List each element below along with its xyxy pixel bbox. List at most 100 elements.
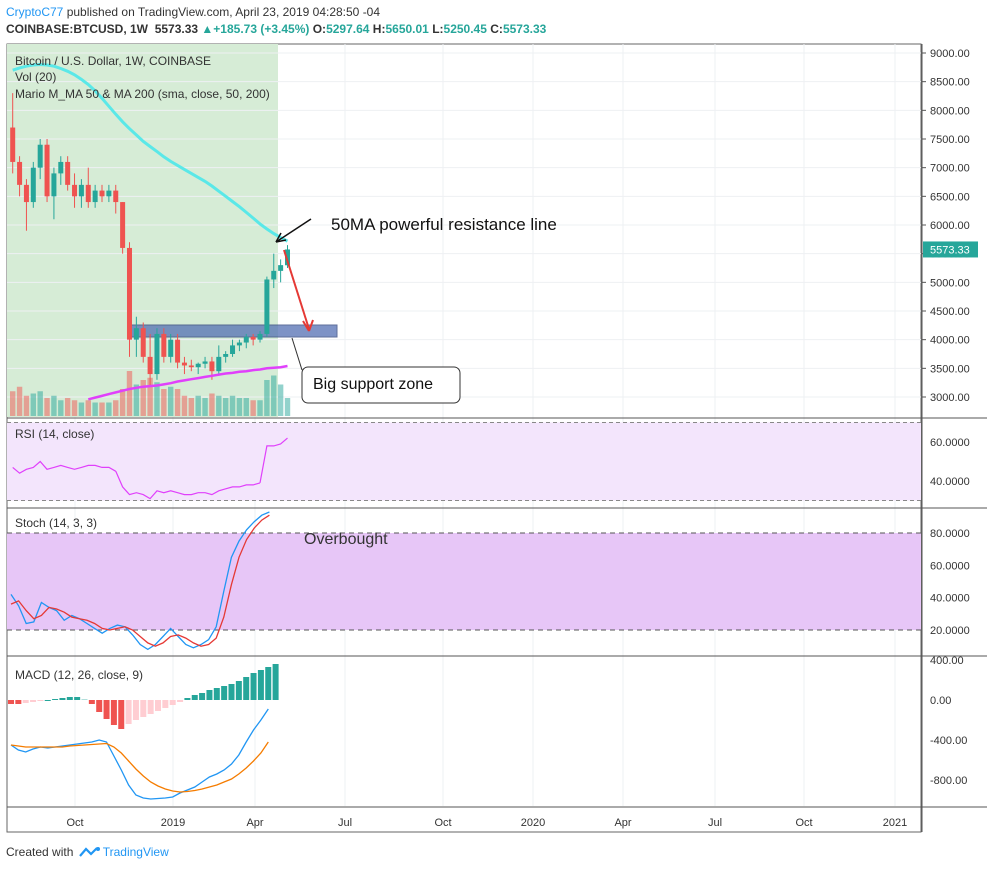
open-value: 5297.64 bbox=[326, 22, 370, 36]
stoch-k-line bbox=[10, 511, 270, 651]
macd-histogram-bar bbox=[272, 664, 279, 700]
candle-body bbox=[113, 190, 119, 203]
stoch-d-line bbox=[10, 514, 270, 647]
macd-tick-label: 400.00 bbox=[930, 655, 964, 667]
macd-histogram-bar bbox=[257, 670, 264, 700]
macd-histogram-bar bbox=[110, 700, 117, 725]
macd-histogram-bar bbox=[155, 700, 161, 711]
x-tick-label: Apr bbox=[246, 817, 263, 829]
tradingview-brand[interactable]: TradingView bbox=[102, 845, 169, 859]
rsi-band bbox=[7, 422, 921, 501]
volume-bar bbox=[181, 395, 188, 416]
ma-legend: Mario M_MA 50 & MA 200 (sma, close, 50, … bbox=[15, 87, 270, 101]
x-tick-label: Oct bbox=[795, 817, 812, 829]
volume-bar bbox=[126, 371, 133, 416]
volume-bar bbox=[106, 402, 112, 416]
candle-body bbox=[58, 161, 64, 174]
publish-line: CryptoC77 published on TradingView.com, … bbox=[6, 5, 380, 19]
candle-body bbox=[120, 202, 126, 248]
candle-body bbox=[188, 365, 194, 368]
stoch-legend: Stoch (14, 3, 3) bbox=[15, 516, 97, 530]
macd-histogram-bar bbox=[118, 700, 125, 729]
candle-body bbox=[85, 184, 91, 203]
candle-body bbox=[78, 184, 84, 197]
candle-body bbox=[264, 279, 270, 334]
macd-histogram-bar bbox=[199, 693, 206, 700]
volume-bar bbox=[133, 384, 140, 416]
macd-histogram-bar bbox=[140, 700, 147, 717]
volume-bar bbox=[119, 389, 126, 416]
y-tick-label: 5000.00 bbox=[930, 277, 970, 289]
price-change: ▲+185.73 (+3.45%) bbox=[201, 22, 310, 36]
last-price-label: 5573.33 bbox=[930, 244, 970, 256]
volume-bar bbox=[277, 384, 284, 416]
low-label: L: bbox=[432, 22, 444, 36]
ma50-line bbox=[12, 62, 289, 243]
x-tick-label: 2020 bbox=[521, 817, 545, 829]
resistance-arrow bbox=[275, 218, 312, 243]
macd-histogram-bar bbox=[235, 681, 242, 700]
x-tick-label: Oct bbox=[434, 817, 451, 829]
candle-body bbox=[154, 333, 160, 375]
y-tick-label: 8500.00 bbox=[930, 77, 970, 89]
stoch-tick-label: 40.0000 bbox=[930, 593, 970, 605]
volume-bar bbox=[195, 395, 201, 416]
macd-histogram-bar bbox=[22, 700, 29, 703]
macd-histogram-bar bbox=[44, 700, 51, 701]
macd-histogram-bar bbox=[59, 698, 66, 700]
volume-bar bbox=[264, 380, 270, 416]
rsi-line bbox=[115, 471, 261, 500]
y-tick-label: 6000.00 bbox=[930, 220, 970, 232]
candle-body bbox=[216, 356, 222, 372]
macd-histogram-bar bbox=[243, 677, 250, 700]
macd-histogram-bar bbox=[162, 700, 169, 708]
volume-bar bbox=[140, 380, 146, 416]
resistance-annotation: 50MA powerful resistance line bbox=[331, 215, 557, 234]
volume-bar bbox=[58, 400, 64, 416]
volume-bar bbox=[257, 400, 263, 416]
candle-body bbox=[133, 328, 139, 340]
open-label: O: bbox=[312, 22, 327, 36]
candle-body bbox=[175, 339, 181, 363]
rsi-tick-label: 60.0000 bbox=[930, 437, 970, 449]
chart-title: Bitcoin / U.S. Dollar, 1W, COINBASE bbox=[15, 54, 211, 68]
rsi-line bbox=[259, 437, 288, 484]
macd-histogram-bar bbox=[221, 686, 228, 700]
volume-bar bbox=[216, 395, 222, 416]
tradingview-logo-icon bbox=[78, 847, 100, 857]
close-label: C: bbox=[490, 22, 503, 36]
author-link[interactable]: CryptoC77 bbox=[6, 5, 64, 19]
macd-histogram-bar bbox=[96, 700, 103, 712]
stoch-band bbox=[7, 533, 921, 630]
macd-histogram-bar bbox=[103, 700, 110, 719]
ma200-line bbox=[87, 364, 288, 401]
volume-bar bbox=[16, 386, 23, 416]
macd-histogram-bar bbox=[88, 700, 95, 704]
macd-histogram-bar bbox=[66, 697, 73, 700]
macd-histogram-bar bbox=[132, 700, 139, 720]
volume-bar bbox=[71, 400, 78, 416]
candle-body bbox=[202, 361, 208, 364]
macd-legend: MACD (12, 26, close, 9) bbox=[15, 668, 143, 682]
macd-histogram-bar bbox=[184, 698, 191, 700]
candle-body bbox=[51, 173, 57, 197]
rsi-line bbox=[12, 460, 117, 474]
macd-histogram-bar bbox=[74, 697, 81, 700]
macd-histogram-bar bbox=[191, 695, 198, 700]
macd-histogram-bar bbox=[81, 699, 88, 700]
volume-bar bbox=[209, 393, 215, 416]
candle-body bbox=[168, 339, 174, 357]
candle-body bbox=[195, 363, 201, 368]
y-tick-label: 6500.00 bbox=[930, 191, 970, 203]
support-annotation: Big support zone bbox=[313, 376, 433, 393]
candle-body bbox=[44, 144, 50, 197]
volume-bar bbox=[147, 377, 153, 416]
resistance-arrowhead bbox=[275, 232, 287, 243]
overbought-annotation: Overbought bbox=[304, 531, 388, 548]
candle-body bbox=[257, 333, 263, 340]
last-price-tag bbox=[923, 241, 978, 258]
macd-histogram-bar bbox=[8, 700, 14, 704]
candle-body bbox=[250, 336, 256, 340]
rsi-tick-label: 40.0000 bbox=[930, 476, 970, 488]
